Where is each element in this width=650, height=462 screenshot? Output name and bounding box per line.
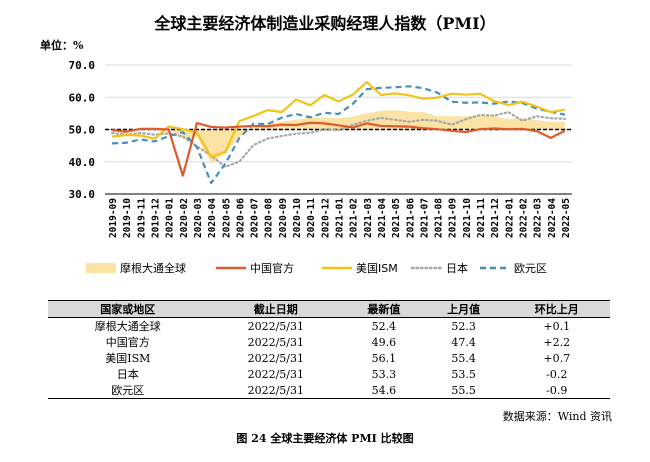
table-cell: 49.6 — [371, 335, 397, 349]
y-tick-label: 50.0 — [69, 124, 96, 137]
series-line-2 — [111, 80, 566, 159]
x-tick-label: 2019-12 — [151, 198, 162, 238]
x-tick-label: 2020-12 — [320, 198, 331, 238]
x-tick-label: 2021-01 — [335, 198, 346, 238]
table-cell: +0.1 — [543, 319, 571, 333]
x-tick-label: 2021-07 — [419, 198, 430, 238]
x-tick-label: 2022-02 — [518, 198, 529, 238]
x-tick-label: 2021-06 — [405, 198, 416, 238]
pmi-data-table: 国家或地区 截止日期 最新值 上月值 环比上月 摩根大通全球 2022/5/31 52.4 5… — [48, 300, 610, 399]
table-cell: 美国ISM — [105, 352, 151, 365]
table-cell: 中国官方 — [105, 336, 150, 349]
table-row: 美国ISM 2022/5/31 56.1 55.4 +0.7 — [48, 350, 610, 366]
x-tick-label: 2020-08 — [264, 198, 275, 238]
series-line-4 — [112, 85, 566, 185]
x-tick-label: 2020-09 — [278, 198, 289, 238]
x-tick-label: 2019-10 — [122, 198, 133, 238]
table-cell: 55.5 — [423, 382, 504, 399]
x-tick-label: 2020-04 — [207, 198, 218, 238]
x-tick-label: 2020-06 — [235, 198, 246, 238]
table-header-cell: 截止日期 — [207, 300, 344, 318]
x-tick-label: 2021-12 — [490, 198, 501, 238]
x-tick-label: 2021-09 — [448, 198, 459, 238]
table-cell: +0.7 — [543, 351, 571, 365]
table-row: 日本 2022/5/31 53.3 53.5 -0.2 — [48, 366, 610, 382]
x-tick-label: 2021-10 — [462, 198, 473, 238]
table-cell: 2022/5/31 — [247, 335, 304, 349]
table-cell: 2022/5/31 — [247, 367, 304, 381]
table-body: 摩根大通全球 2022/5/31 52.4 52.3 +0.1 中国官方 2022/5/31… — [48, 318, 610, 399]
x-tick-label: 2020-02 — [179, 198, 190, 238]
legend-label: 日本 — [446, 261, 468, 275]
x-tick-label: 2021-04 — [377, 198, 388, 238]
x-tick-label: 2022-05 — [561, 198, 572, 238]
x-tick-label: 2020-11 — [306, 198, 317, 238]
table-header-cell: 最新值 — [343, 300, 424, 318]
table-header-row: 国家或地区 截止日期 最新值 上月值 环比上月 — [48, 300, 610, 318]
table-header-cell: 上月值 — [423, 300, 504, 318]
legend-swatch — [86, 263, 116, 273]
x-tick-label: 2022-03 — [533, 198, 544, 238]
table-row: 摩根大通全球 2022/5/31 52.4 52.3 +0.1 — [48, 318, 610, 335]
table-cell: 52.3 — [451, 319, 476, 333]
table-cell: 53.3 — [371, 367, 397, 381]
x-tick-label: 2021-11 — [476, 198, 487, 238]
x-tick-label: 2020-03 — [193, 198, 204, 238]
x-tick-label: 2020-07 — [250, 198, 261, 238]
table-cell: 55.4 — [451, 351, 476, 365]
table-cell: 欧元区 — [48, 382, 208, 399]
table-cell: +2.2 — [543, 335, 571, 349]
legend-label: 欧元区 — [514, 262, 547, 275]
legend-label: 美国ISM — [356, 262, 398, 275]
table-cell: 日本 — [116, 368, 139, 381]
x-tick-label: 2022-04 — [547, 198, 558, 238]
legend-label: 摩根大通全球 — [120, 261, 186, 275]
x-tick-label: 2020-10 — [292, 198, 303, 238]
table-cell: 2022/5/31 — [247, 319, 304, 333]
table-cell: 2022/5/31 — [247, 351, 304, 365]
y-tick-label: 60.0 — [69, 91, 96, 104]
table-row: 欧元区 2022/5/31 54.6 55.5 -0.9 — [48, 382, 610, 399]
table-header-cell: 环比上月 — [503, 300, 610, 318]
legend-label: 中国官方 — [250, 261, 294, 275]
series-line-3 — [110, 110, 567, 169]
y-tick-label: 30.0 — [69, 188, 96, 201]
table-row: 中国官方 2022/5/31 49.6 47.4 +2.2 — [48, 334, 610, 350]
table-cell: 54.6 — [343, 382, 424, 399]
table-cell: 摩根大通全球 — [94, 320, 161, 333]
series-line-1 — [111, 121, 566, 177]
figure-caption: 图 24 全球主要经济体 PMI 比较图 — [236, 432, 414, 445]
chart-title: 全球主要经济体制造业采购经理人指数（PMI） — [154, 14, 496, 33]
table-cell: 52.4 — [371, 319, 397, 333]
y-tick-label: 40.0 — [69, 156, 96, 169]
x-tick-label: 2020-01 — [165, 198, 176, 238]
table-cell: 2022/5/31 — [207, 382, 344, 399]
table-cell: 56.1 — [371, 351, 397, 365]
x-tick-label: 2019-09 — [108, 198, 119, 238]
x-tick-label: 2020-05 — [221, 198, 232, 238]
table-header-cell: 国家或地区 — [48, 300, 208, 318]
table-cell: -0.2 — [546, 367, 568, 381]
y-tick-label: 70.0 — [69, 59, 96, 72]
table-cell: -0.9 — [503, 382, 610, 399]
unit-label: 单位：% — [40, 38, 84, 52]
x-tick-label: 2022-01 — [504, 198, 515, 238]
table-cell: 47.4 — [451, 335, 476, 349]
x-tick-label: 2021-05 — [391, 198, 402, 238]
x-tick-label: 2021-08 — [434, 198, 445, 238]
x-tick-label: 2019-11 — [136, 198, 147, 238]
x-tick-label: 2021-03 — [363, 198, 374, 238]
table-cell: 53.5 — [451, 367, 476, 381]
data-source-note: 数据来源：Wind 资讯 — [502, 410, 612, 423]
x-tick-label: 2021-02 — [349, 198, 360, 238]
